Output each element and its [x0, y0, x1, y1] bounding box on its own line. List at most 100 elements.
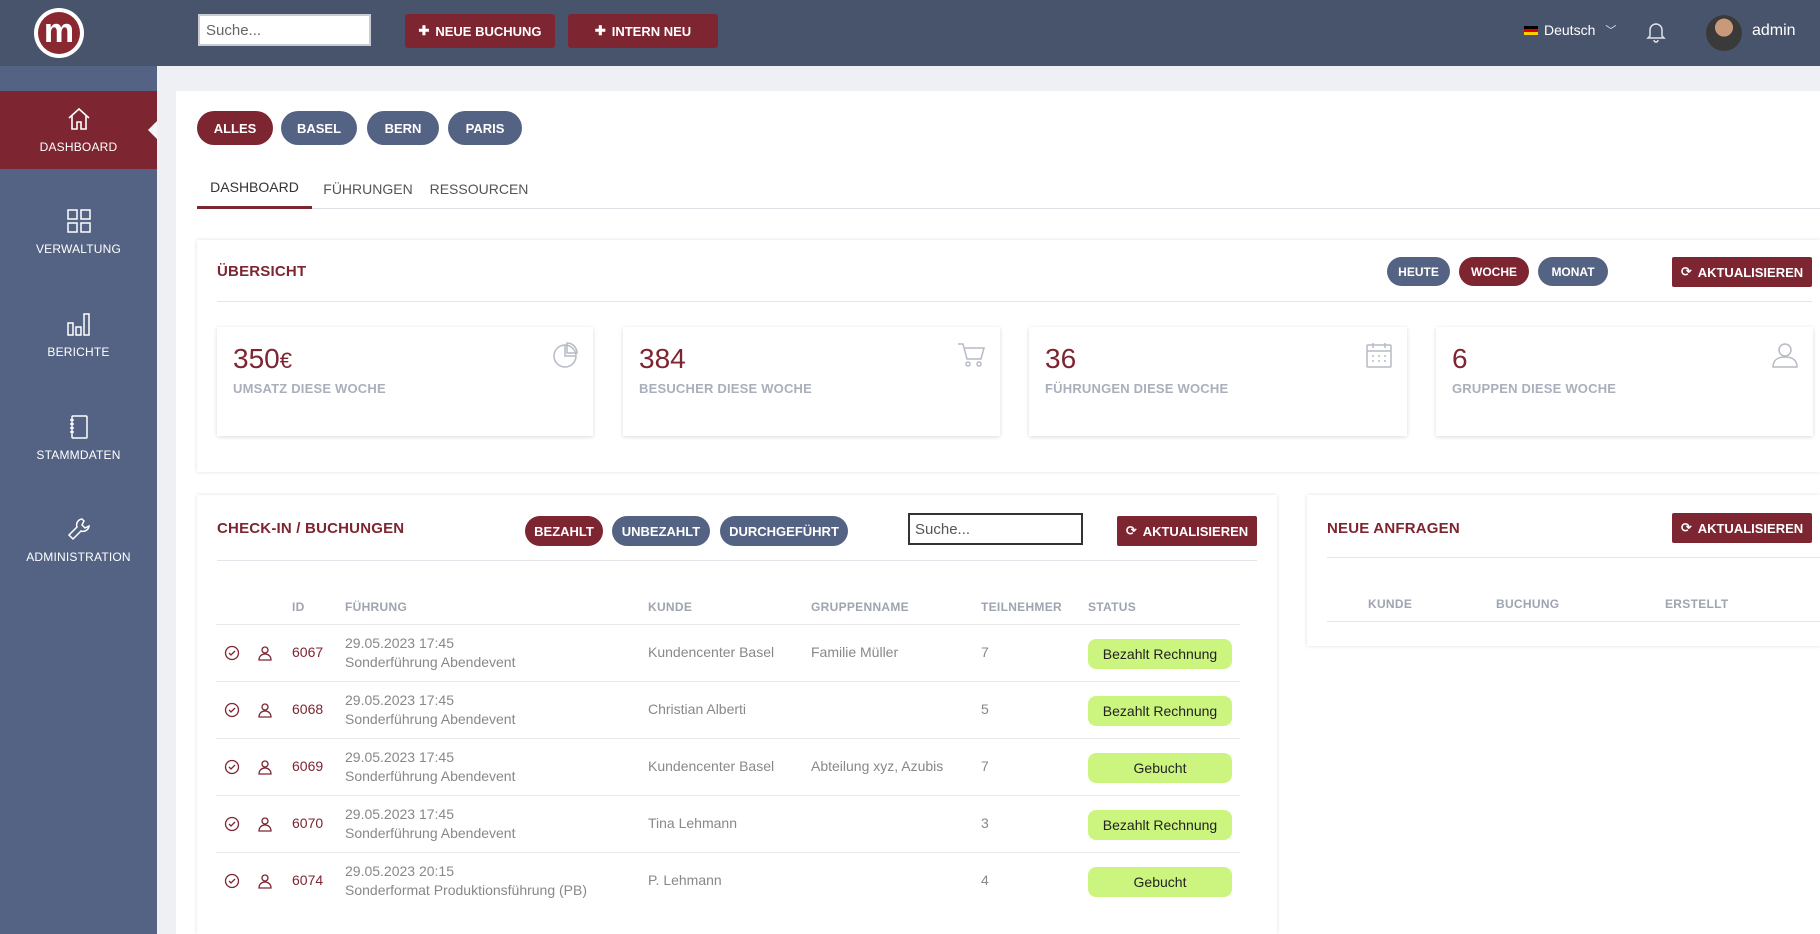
checkin-refresh-button[interactable]: ⟳ AKTUALISIEREN [1117, 516, 1257, 546]
column-header-participants[interactable]: TEILNEHMER [981, 600, 1062, 614]
filter-basel[interactable]: BASEL [281, 111, 357, 145]
wrench-icon [67, 518, 90, 541]
participants-count: 3 [981, 815, 989, 831]
chevron-down-icon: ﹀ [1605, 25, 1617, 37]
tour-info: 29.05.2023 17:45 Sonderführung Abendevent [345, 748, 515, 786]
filter-unbezahlt[interactable]: UNBEZAHLT [612, 516, 710, 546]
tour-name: Sonderführung Abendevent [345, 711, 516, 727]
customer-name: Kundencenter Basel [648, 644, 775, 660]
global-search-input[interactable] [198, 14, 371, 46]
table-row[interactable]: 6070 29.05.2023 17:45 Sonderführung Abend… [216, 795, 1240, 852]
notebook-icon [69, 415, 88, 439]
period-woche[interactable]: WOCHE [1459, 257, 1529, 286]
bell-icon[interactable] [1646, 21, 1666, 48]
check-circle-icon[interactable] [224, 873, 240, 889]
sidebar-item-administration[interactable]: ADMINISTRATION [0, 501, 157, 579]
period-heute[interactable]: HEUTE [1387, 257, 1450, 286]
column-header-created[interactable]: ERSTELLT [1665, 597, 1729, 611]
filter-label: BEZAHLT [534, 523, 594, 539]
requests-title: NEUE ANFRAGEN [1327, 520, 1460, 537]
column-header-customer[interactable]: KUNDE [1368, 597, 1413, 611]
german-flag-icon [1524, 25, 1538, 35]
sidebar-item-label: ADMINISTRATION [26, 550, 131, 564]
filter-durchgefuehrt[interactable]: DURCHGEFÜHRT [720, 516, 848, 546]
avatar[interactable] [1706, 15, 1742, 51]
check-circle-icon[interactable] [224, 702, 240, 718]
booking-id[interactable]: 6068 [292, 701, 324, 717]
column-header-status[interactable]: STATUS [1088, 600, 1137, 614]
tour-name: Sonderformat Produktionsführung (PB) [345, 882, 588, 898]
tour-datetime: 29.05.2023 17:45 [345, 692, 454, 708]
filter-label: BASEL [296, 120, 342, 136]
user-icon [1772, 343, 1798, 368]
table-row[interactable]: 6068 29.05.2023 17:45 Sonderführung Abend… [216, 681, 1240, 738]
refresh-icon: ⟳ [1680, 520, 1692, 535]
sidebar-item-stammdaten[interactable]: STAMMDATEN [0, 399, 157, 477]
sidebar-item-label: BERICHTE [47, 345, 110, 359]
filter-alles[interactable]: ALLES [197, 111, 273, 145]
check-circle-icon[interactable] [224, 759, 240, 775]
check-circle-icon[interactable] [224, 816, 240, 832]
filter-label: DURCHGEFÜHRT [729, 523, 839, 539]
column-header-group[interactable]: GRUPPENNAME [811, 600, 909, 614]
divider [1327, 557, 1820, 558]
column-header-customer[interactable]: KUNDE [648, 600, 693, 614]
sidebar-item-label: STAMMDATEN [36, 448, 121, 462]
column-header-tour[interactable]: FÜHRUNG [345, 600, 408, 614]
customer-name: Tina Lehmann [648, 815, 737, 831]
status-badge: Bezahlt Rechnung [1088, 696, 1232, 726]
status-badge: Gebucht [1088, 867, 1232, 897]
status-badge: Bezahlt Rechnung [1088, 810, 1232, 840]
booking-id[interactable]: 6070 [292, 815, 324, 831]
home-icon [67, 107, 90, 130]
filter-label: BERN [384, 120, 422, 136]
language-selector[interactable]: Deutsch ﹀ [1524, 22, 1616, 38]
tour-info: 29.05.2023 20:15 Sonderformat Produktions… [345, 862, 587, 900]
filter-bezahlt[interactable]: BEZAHLT [525, 516, 603, 546]
requests-refresh-button[interactable]: ⟳ AKTUALISIEREN [1672, 513, 1812, 543]
tour-info: 29.05.2023 17:45 Sonderführung Abendevent [345, 634, 515, 672]
intern-new-button[interactable]: ✚ INTERN NEU [568, 14, 718, 48]
booking-id[interactable]: 6069 [292, 758, 324, 774]
filter-bern[interactable]: BERN [367, 111, 439, 145]
status-badge: Gebucht [1088, 753, 1232, 783]
period-label: MONAT [1551, 264, 1595, 279]
sidebar-item-verwaltung[interactable]: VERWALTUNG [0, 193, 157, 271]
column-header-id[interactable]: ID [292, 600, 305, 614]
refresh-label: AKTUALISIEREN [1142, 523, 1249, 539]
refresh-label: AKTUALISIEREN [1697, 520, 1804, 536]
period-monat[interactable]: MONAT [1538, 257, 1608, 286]
tab-dashboard[interactable]: DASHBOARD [197, 168, 312, 209]
sidebar-item-berichte[interactable]: BERICHTE [0, 296, 157, 374]
user-name[interactable]: admin [1752, 22, 1796, 39]
booking-id[interactable]: 6067 [292, 644, 324, 660]
top-bar: m ✚ NEUE BUCHUNG ✚ INTERN NEU Deutsch ﹀ … [0, 0, 1820, 66]
user-check-icon[interactable] [257, 645, 273, 661]
user-check-icon[interactable] [257, 873, 273, 889]
stat-card-revenue: 350€ UMSATZ DIESE WOCHE [217, 327, 593, 436]
column-header-booking[interactable]: BUCHUNG [1496, 597, 1560, 611]
logo-letter: m [38, 12, 80, 54]
table-row[interactable]: 6069 29.05.2023 17:45 Sonderführung Abend… [216, 738, 1240, 795]
checkin-search-input[interactable] [908, 513, 1083, 545]
app-logo[interactable]: m [34, 8, 84, 58]
group-name: Familie Müller [811, 644, 899, 660]
filter-paris[interactable]: PARIS [448, 111, 522, 145]
check-circle-icon[interactable] [224, 645, 240, 661]
tab-ressourcen[interactable]: RESSOURCEN [429, 168, 529, 209]
new-booking-label: NEUE BUCHUNG [435, 23, 542, 39]
sidebar: DASHBOARD VERWALTUNG BERICHTE STAMMDATEN… [0, 66, 157, 934]
table-row[interactable]: 6067 29.05.2023 17:45 Sonderführung Abend… [216, 624, 1240, 681]
new-booking-button[interactable]: ✚ NEUE BUCHUNG [405, 14, 555, 48]
user-check-icon[interactable] [257, 816, 273, 832]
tab-fuehrungen[interactable]: FÜHRUNGEN [323, 168, 413, 209]
booking-id[interactable]: 6074 [292, 872, 324, 888]
stat-number: 36 [1045, 343, 1077, 374]
user-check-icon[interactable] [257, 702, 273, 718]
table-row[interactable]: 6074 29.05.2023 20:15 Sonderformat Produk… [216, 852, 1240, 909]
overview-refresh-button[interactable]: ⟳ AKTUALISIEREN [1672, 257, 1812, 287]
sidebar-item-dashboard[interactable]: DASHBOARD [0, 91, 157, 169]
user-check-icon[interactable] [257, 759, 273, 775]
stat-number: 350 [233, 343, 280, 374]
plus-icon: ✚ [418, 23, 430, 38]
